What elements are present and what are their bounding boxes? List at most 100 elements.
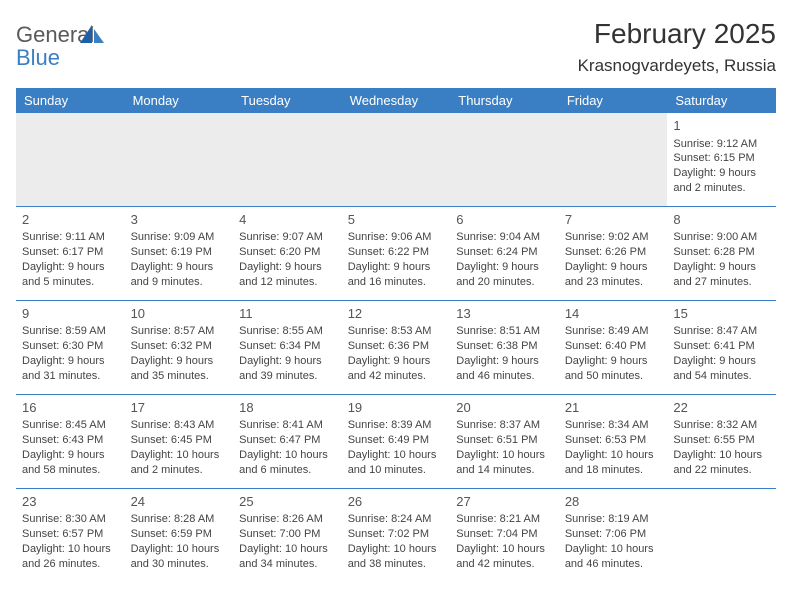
daylight-text: Daylight: 9 hours and 54 minutes.	[673, 354, 770, 384]
header: General Blue February 2025 Krasnogvardey…	[16, 18, 776, 76]
sunset-text: Sunset: 6:47 PM	[239, 433, 336, 448]
calendar-day-cell: 4Sunrise: 9:07 AMSunset: 6:20 PMDaylight…	[233, 206, 342, 300]
day-number: 22	[673, 399, 770, 417]
sunrise-text: Sunrise: 9:06 AM	[348, 230, 445, 245]
daylight-text: Daylight: 10 hours and 26 minutes.	[22, 542, 119, 572]
sunrise-text: Sunrise: 9:11 AM	[22, 230, 119, 245]
sunset-text: Sunset: 6:19 PM	[131, 245, 228, 260]
day-number: 25	[239, 493, 336, 511]
logo-sail-icon	[78, 23, 106, 50]
weekday-header: Wednesday	[342, 88, 451, 113]
sunset-text: Sunset: 6:20 PM	[239, 245, 336, 260]
daylight-text: Daylight: 10 hours and 30 minutes.	[131, 542, 228, 572]
sunrise-text: Sunrise: 8:37 AM	[456, 418, 553, 433]
calendar-day-cell: 14Sunrise: 8:49 AMSunset: 6:40 PMDayligh…	[559, 300, 668, 394]
sunrise-text: Sunrise: 8:26 AM	[239, 512, 336, 527]
sunrise-text: Sunrise: 8:21 AM	[456, 512, 553, 527]
calendar-day-cell: 15Sunrise: 8:47 AMSunset: 6:41 PMDayligh…	[667, 300, 776, 394]
sunrise-text: Sunrise: 9:07 AM	[239, 230, 336, 245]
calendar-day-cell: 22Sunrise: 8:32 AMSunset: 6:55 PMDayligh…	[667, 394, 776, 488]
day-number: 24	[131, 493, 228, 511]
sunset-text: Sunset: 6:40 PM	[565, 339, 662, 354]
calendar-day-cell: 16Sunrise: 8:45 AMSunset: 6:43 PMDayligh…	[16, 394, 125, 488]
sunrise-text: Sunrise: 8:32 AM	[673, 418, 770, 433]
daylight-text: Daylight: 10 hours and 14 minutes.	[456, 448, 553, 478]
calendar-header-row: SundayMondayTuesdayWednesdayThursdayFrid…	[16, 88, 776, 113]
daylight-text: Daylight: 10 hours and 42 minutes.	[456, 542, 553, 572]
sunrise-text: Sunrise: 8:51 AM	[456, 324, 553, 339]
calendar-body: 1Sunrise: 9:12 AMSunset: 6:15 PMDaylight…	[16, 113, 776, 582]
calendar-day-cell: 11Sunrise: 8:55 AMSunset: 6:34 PMDayligh…	[233, 300, 342, 394]
calendar-day-cell	[559, 113, 668, 206]
sunrise-text: Sunrise: 8:47 AM	[673, 324, 770, 339]
sunrise-text: Sunrise: 8:59 AM	[22, 324, 119, 339]
sunset-text: Sunset: 6:49 PM	[348, 433, 445, 448]
calendar-day-cell: 18Sunrise: 8:41 AMSunset: 6:47 PMDayligh…	[233, 394, 342, 488]
sunrise-text: Sunrise: 8:53 AM	[348, 324, 445, 339]
day-number: 26	[348, 493, 445, 511]
day-number: 14	[565, 305, 662, 323]
weekday-header: Friday	[559, 88, 668, 113]
sunset-text: Sunset: 6:41 PM	[673, 339, 770, 354]
daylight-text: Daylight: 9 hours and 16 minutes.	[348, 260, 445, 290]
day-number: 18	[239, 399, 336, 417]
calendar-day-cell	[667, 488, 776, 581]
title-block: February 2025 Krasnogvardeyets, Russia	[578, 18, 776, 76]
day-number: 4	[239, 211, 336, 229]
daylight-text: Daylight: 10 hours and 18 minutes.	[565, 448, 662, 478]
sunset-text: Sunset: 6:38 PM	[456, 339, 553, 354]
calendar-day-cell: 27Sunrise: 8:21 AMSunset: 7:04 PMDayligh…	[450, 488, 559, 581]
calendar-day-cell: 6Sunrise: 9:04 AMSunset: 6:24 PMDaylight…	[450, 206, 559, 300]
calendar-day-cell: 17Sunrise: 8:43 AMSunset: 6:45 PMDayligh…	[125, 394, 234, 488]
daylight-text: Daylight: 9 hours and 39 minutes.	[239, 354, 336, 384]
day-number: 9	[22, 305, 119, 323]
sunrise-text: Sunrise: 8:45 AM	[22, 418, 119, 433]
day-number: 23	[22, 493, 119, 511]
logo: General Blue	[16, 18, 106, 69]
calendar-day-cell: 26Sunrise: 8:24 AMSunset: 7:02 PMDayligh…	[342, 488, 451, 581]
calendar-day-cell: 8Sunrise: 9:00 AMSunset: 6:28 PMDaylight…	[667, 206, 776, 300]
sunset-text: Sunset: 6:28 PM	[673, 245, 770, 260]
calendar-day-cell	[342, 113, 451, 206]
day-number: 8	[673, 211, 770, 229]
day-number: 20	[456, 399, 553, 417]
weekday-header: Saturday	[667, 88, 776, 113]
sunset-text: Sunset: 6:26 PM	[565, 245, 662, 260]
calendar-day-cell: 2Sunrise: 9:11 AMSunset: 6:17 PMDaylight…	[16, 206, 125, 300]
sunset-text: Sunset: 6:24 PM	[456, 245, 553, 260]
calendar-day-cell: 3Sunrise: 9:09 AMSunset: 6:19 PMDaylight…	[125, 206, 234, 300]
calendar-day-cell	[233, 113, 342, 206]
daylight-text: Daylight: 9 hours and 2 minutes.	[673, 166, 770, 196]
daylight-text: Daylight: 10 hours and 34 minutes.	[239, 542, 336, 572]
sunset-text: Sunset: 6:22 PM	[348, 245, 445, 260]
sunset-text: Sunset: 6:43 PM	[22, 433, 119, 448]
calendar-day-cell: 28Sunrise: 8:19 AMSunset: 7:06 PMDayligh…	[559, 488, 668, 581]
sunrise-text: Sunrise: 9:00 AM	[673, 230, 770, 245]
calendar-table: SundayMondayTuesdayWednesdayThursdayFrid…	[16, 88, 776, 582]
sunrise-text: Sunrise: 8:57 AM	[131, 324, 228, 339]
weekday-header: Thursday	[450, 88, 559, 113]
daylight-text: Daylight: 10 hours and 38 minutes.	[348, 542, 445, 572]
daylight-text: Daylight: 9 hours and 58 minutes.	[22, 448, 119, 478]
day-number: 6	[456, 211, 553, 229]
daylight-text: Daylight: 9 hours and 20 minutes.	[456, 260, 553, 290]
sunrise-text: Sunrise: 9:04 AM	[456, 230, 553, 245]
sunset-text: Sunset: 7:02 PM	[348, 527, 445, 542]
day-number: 21	[565, 399, 662, 417]
daylight-text: Daylight: 9 hours and 35 minutes.	[131, 354, 228, 384]
day-number: 15	[673, 305, 770, 323]
sunrise-text: Sunrise: 8:34 AM	[565, 418, 662, 433]
calendar-week-row: 9Sunrise: 8:59 AMSunset: 6:30 PM Daylight…	[16, 300, 776, 394]
calendar-week-row: 1Sunrise: 9:12 AMSunset: 6:15 PMDaylight…	[16, 113, 776, 206]
sunset-text: Sunset: 6:57 PM	[22, 527, 119, 542]
calendar-day-cell: 21Sunrise: 8:34 AMSunset: 6:53 PMDayligh…	[559, 394, 668, 488]
day-number: 27	[456, 493, 553, 511]
sunset-text: Sunset: 6:45 PM	[131, 433, 228, 448]
day-number: 7	[565, 211, 662, 229]
sunset-text: Sunset: 6:51 PM	[456, 433, 553, 448]
day-number: 17	[131, 399, 228, 417]
daylight-text: Daylight: 10 hours and 46 minutes.	[565, 542, 662, 572]
sunset-text: Sunset: 6:30 PM	[22, 339, 119, 354]
daylight-text: Daylight: 9 hours and 46 minutes.	[456, 354, 553, 384]
day-number: 28	[565, 493, 662, 511]
